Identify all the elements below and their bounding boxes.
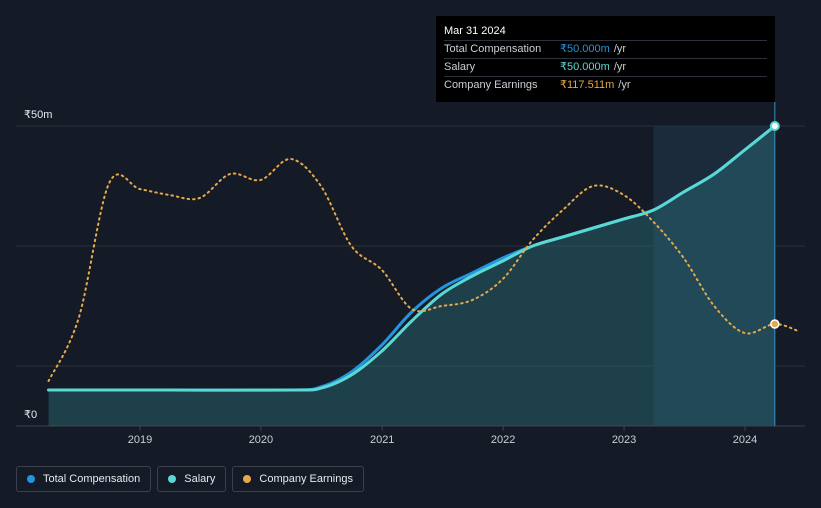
- tooltip-label: Total Compensation: [444, 43, 542, 55]
- legend-dot-icon: [243, 475, 252, 483]
- y-tick-label-top: ₹50m: [24, 109, 52, 121]
- x-tick-label: 2023: [612, 434, 636, 446]
- legend-total-compensation[interactable]: Total Compensation: [16, 466, 152, 492]
- tooltip-row-company-earnings: Company Earnings ₹117.511m /yr: [444, 77, 767, 94]
- legend-company-earnings[interactable]: Company Earnings: [232, 466, 364, 492]
- tooltip-value: ₹117.511m: [560, 79, 615, 91]
- salary-area-fill: [48, 126, 775, 426]
- legend-dot-icon: [168, 475, 177, 483]
- tooltip-unit: /yr: [613, 61, 627, 73]
- y-tick-label-bottom: ₹0: [24, 409, 37, 421]
- tooltip-label: Company Earnings: [444, 79, 538, 91]
- x-tick-label: 2024: [733, 434, 757, 446]
- legend-label: Salary: [184, 473, 216, 485]
- x-tick-label: 2021: [370, 434, 394, 446]
- tooltip-row-salary: Salary ₹50.000m /yr: [444, 59, 767, 77]
- legend-label: Company Earnings: [259, 473, 353, 485]
- tooltip-value: ₹50.000m: [560, 43, 610, 55]
- legend-dot-icon: [27, 475, 35, 483]
- hover-tooltip: Mar 31 2024 Total Compensation ₹50.000m …: [436, 16, 775, 102]
- legend-salary[interactable]: Salary: [157, 466, 227, 492]
- salary-marker: [769, 121, 780, 131]
- tooltip-unit: /yr: [618, 79, 631, 91]
- chart-legend: Total Compensation Salary Company Earnin…: [16, 466, 364, 492]
- earnings-marker: [770, 319, 780, 329]
- legend-label: Total Compensation: [43, 473, 141, 485]
- tooltip-unit: /yr: [613, 43, 627, 55]
- latest-year-highlight: [653, 126, 775, 426]
- tooltip-value: ₹50.000m: [560, 61, 610, 73]
- tooltip-row-total-compensation: Total Compensation ₹50.000m /yr: [444, 41, 767, 59]
- x-tick-label: 2022: [491, 434, 515, 446]
- tooltip-label: Salary: [444, 61, 476, 73]
- tooltip-date: Mar 31 2024: [444, 22, 767, 41]
- x-tick-label: 2019: [128, 434, 152, 446]
- x-tick-label: 2020: [249, 434, 273, 446]
- salary-line: [47, 124, 777, 392]
